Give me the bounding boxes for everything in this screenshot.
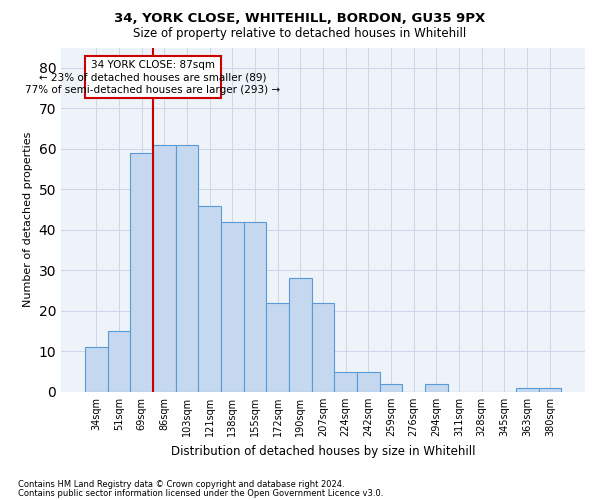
Text: Size of property relative to detached houses in Whitehill: Size of property relative to detached ho… [133,28,467,40]
Y-axis label: Number of detached properties: Number of detached properties [23,132,33,308]
Text: Contains public sector information licensed under the Open Government Licence v3: Contains public sector information licen… [18,488,383,498]
Bar [516,388,539,392]
Bar [266,303,289,392]
Bar [380,384,403,392]
Bar [153,145,176,392]
Text: ← 23% of detached houses are smaller (89): ← 23% of detached houses are smaller (89… [39,72,266,83]
Bar [244,222,266,392]
Bar [130,153,153,392]
Bar [334,372,357,392]
FancyBboxPatch shape [85,56,221,98]
Bar [311,303,334,392]
Text: Contains HM Land Registry data © Crown copyright and database right 2024.: Contains HM Land Registry data © Crown c… [18,480,344,489]
Bar [289,278,311,392]
Bar [107,331,130,392]
Bar [221,222,244,392]
Bar [198,206,221,392]
Text: 34 YORK CLOSE: 87sqm: 34 YORK CLOSE: 87sqm [91,60,215,70]
Bar [176,145,198,392]
Bar [85,348,107,392]
X-axis label: Distribution of detached houses by size in Whitehill: Distribution of detached houses by size … [171,444,475,458]
Bar [539,388,561,392]
Text: 34, YORK CLOSE, WHITEHILL, BORDON, GU35 9PX: 34, YORK CLOSE, WHITEHILL, BORDON, GU35 … [115,12,485,26]
Bar [425,384,448,392]
Bar [357,372,380,392]
Text: 77% of semi-detached houses are larger (293) →: 77% of semi-detached houses are larger (… [25,85,280,95]
